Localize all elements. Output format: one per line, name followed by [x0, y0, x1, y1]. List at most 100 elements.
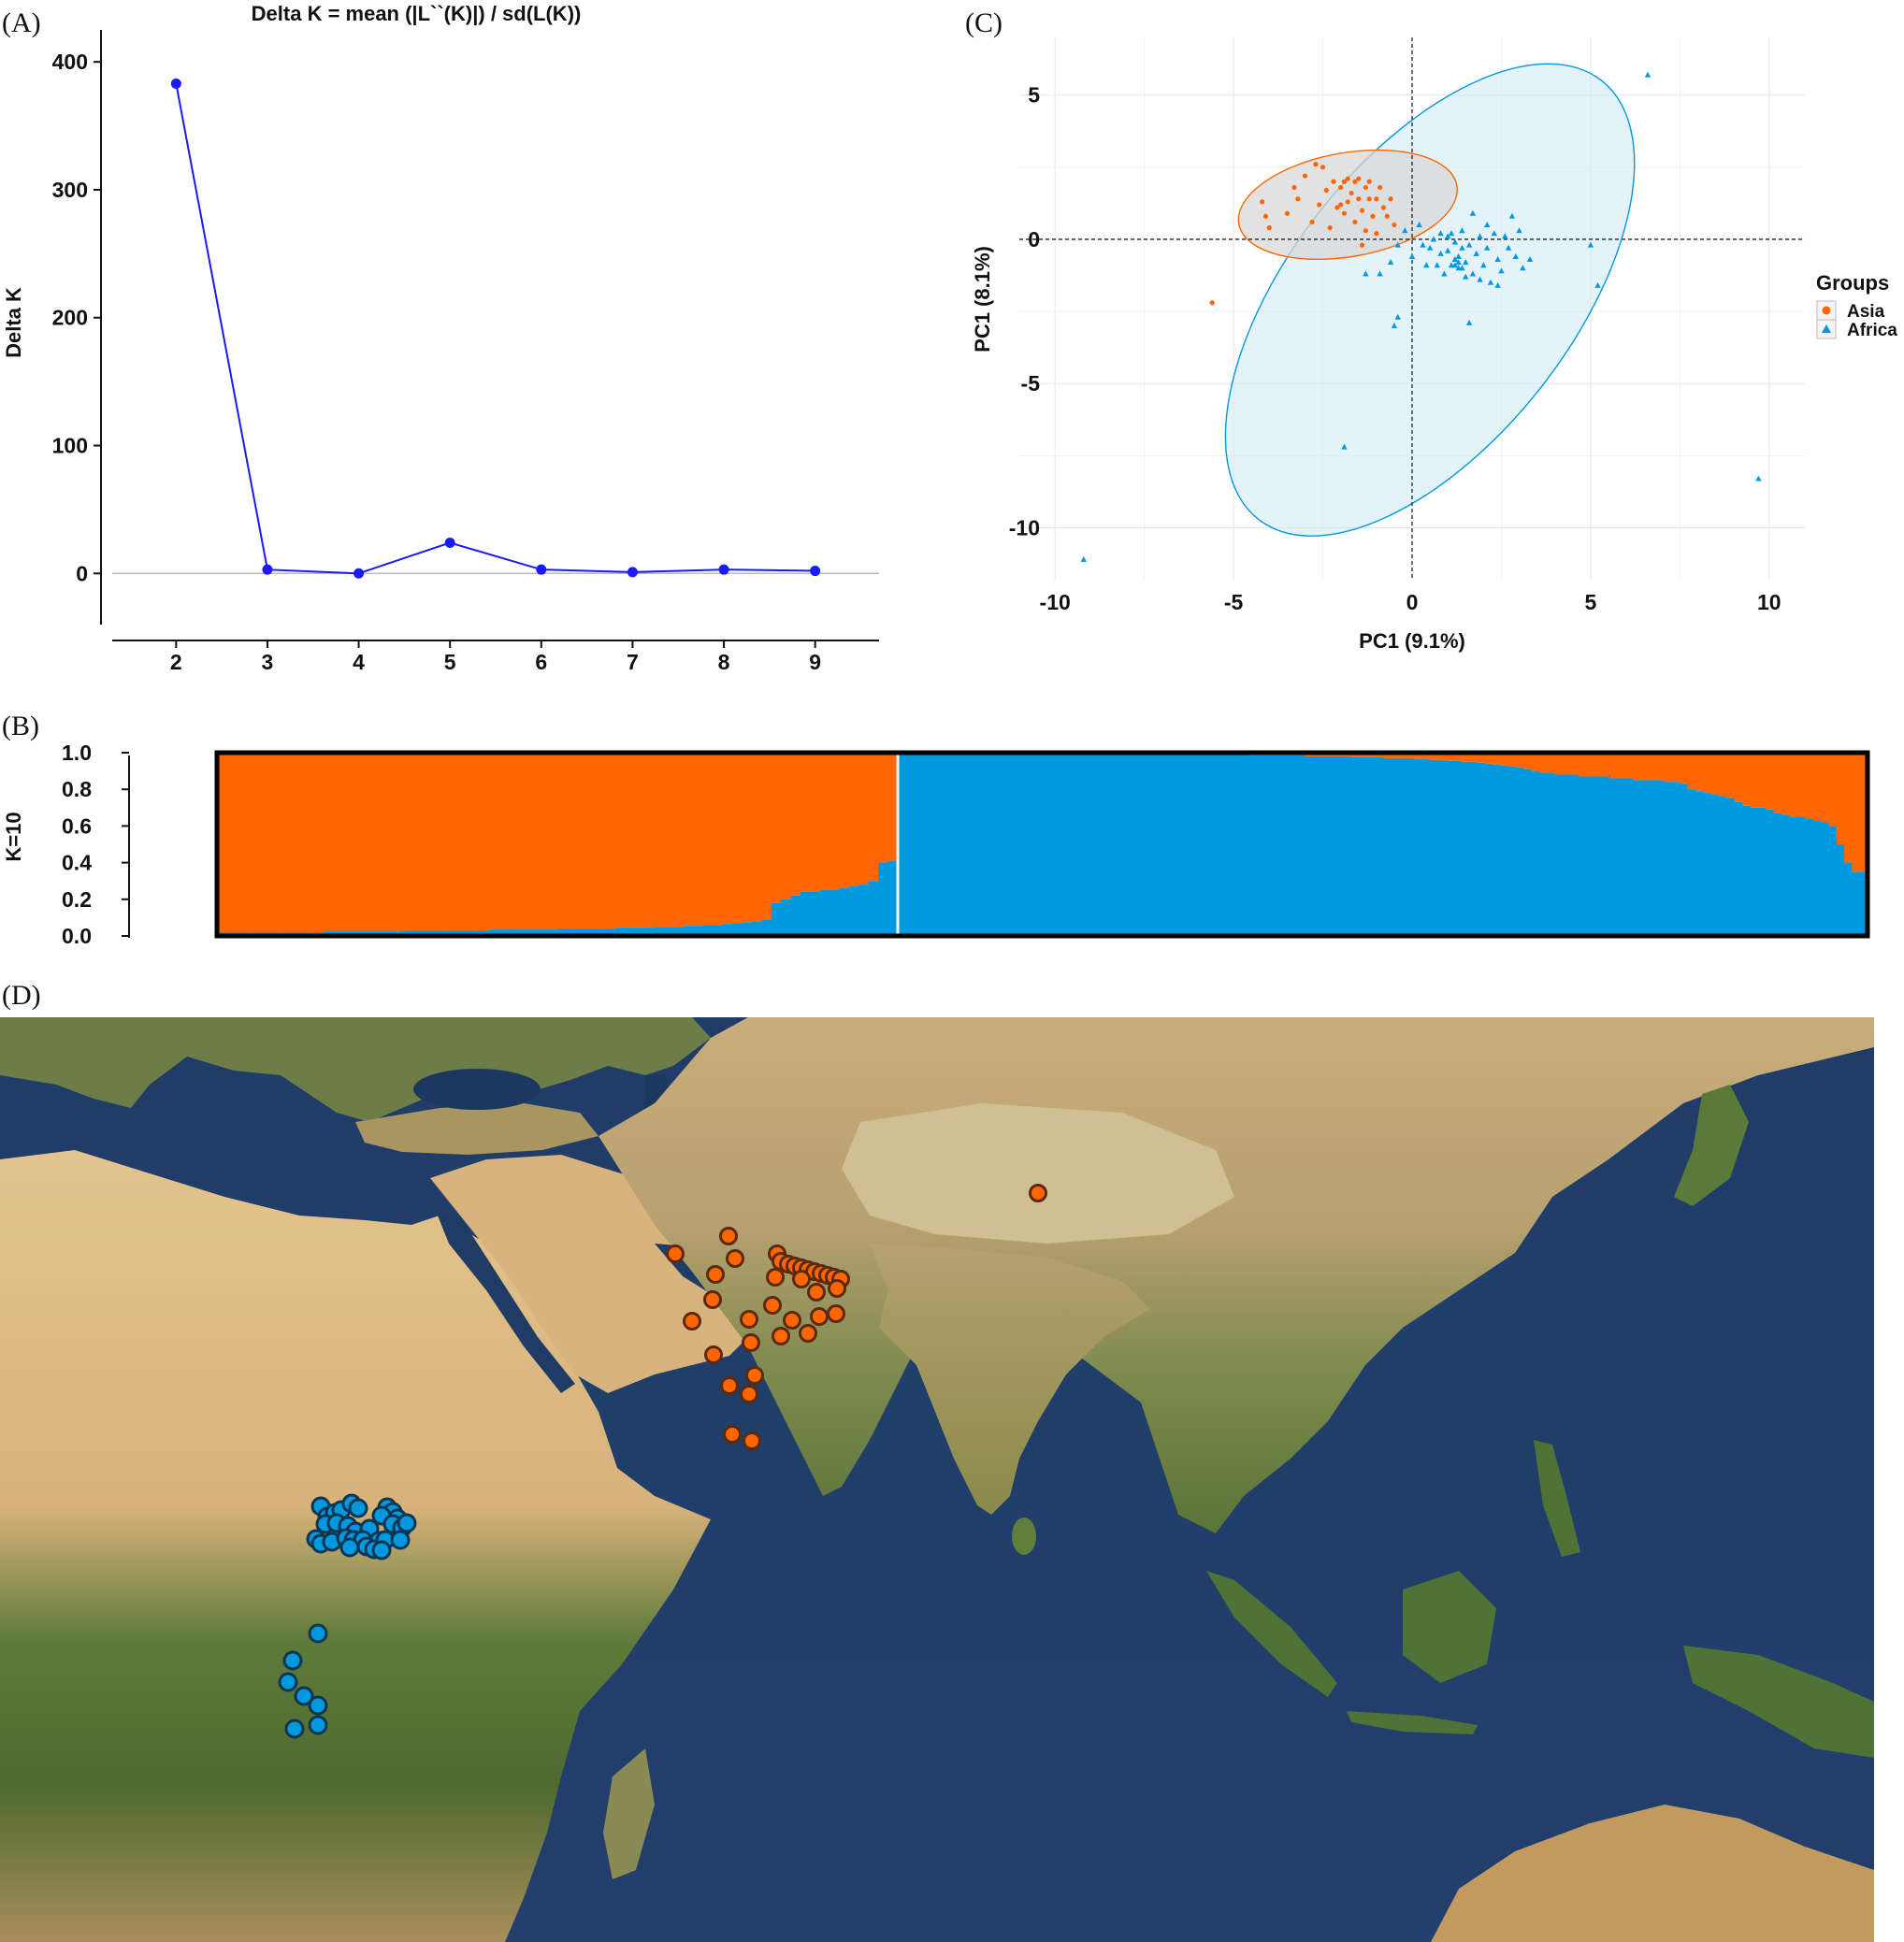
- structure-bar-orange: [411, 753, 422, 931]
- structure-bar-blue: [1421, 758, 1431, 936]
- pca-point-asia: [1295, 196, 1301, 202]
- structure-bar-blue: [898, 753, 906, 936]
- structure-bar-blue: [713, 925, 724, 936]
- structure-bar-orange: [1406, 753, 1415, 758]
- structure-bar-blue: [401, 930, 412, 936]
- delta-k-point: [627, 567, 638, 578]
- pca-ytick-label: -10: [1009, 515, 1040, 539]
- map-site-asia: [763, 1296, 782, 1315]
- structure-bar-blue: [1406, 757, 1415, 936]
- structure-bar-blue: [1351, 756, 1361, 936]
- structure-bar-orange: [460, 753, 470, 931]
- structure-bar-blue: [1413, 758, 1422, 936]
- pca-point-asia: [1341, 179, 1348, 184]
- map-site-africa: [308, 1715, 328, 1735]
- structure-bar-blue: [1343, 755, 1352, 936]
- structure-bar-orange: [236, 753, 247, 933]
- structure-bar-blue: [983, 754, 992, 936]
- structure-bar-orange: [547, 753, 558, 930]
- structure-bar-blue: [1570, 774, 1579, 936]
- delta-k-ytick-label: 300: [52, 178, 88, 202]
- pca-point-asia: [1356, 176, 1362, 181]
- structure-bar-orange: [1648, 753, 1657, 781]
- delta-k-chart: Delta K = mean (|L``(K)|) / sd(L(K)) Del…: [2, 2, 879, 674]
- structure-bar-blue: [469, 930, 481, 936]
- map-site-asia: [828, 1279, 846, 1298]
- structure-bar-orange: [1452, 753, 1462, 761]
- delta-k-point: [170, 78, 181, 89]
- structure-bar-orange: [1742, 753, 1752, 806]
- pca-point-africa: [1587, 241, 1594, 248]
- pca-point-asia: [1262, 213, 1269, 219]
- structure-bar-blue: [1203, 754, 1212, 936]
- map-site-africa: [294, 1686, 314, 1706]
- structure-bar-orange: [1766, 753, 1775, 810]
- pca-point-africa: [1423, 262, 1430, 268]
- structure-bar-orange: [266, 753, 276, 933]
- pca-point-africa: [1434, 262, 1440, 268]
- pca-point-africa: [1459, 265, 1465, 271]
- structure-bar-blue: [1241, 754, 1250, 936]
- structure-bar-blue: [1766, 809, 1775, 936]
- structure-bar-blue: [868, 881, 879, 936]
- structure-bar-blue: [1296, 755, 1305, 936]
- structure-bar-orange: [1796, 753, 1806, 817]
- structure-bar-blue: [635, 928, 646, 936]
- structure-bar-orange: [217, 753, 227, 933]
- pca-point-africa: [1441, 270, 1448, 277]
- structure-bar-orange: [1538, 753, 1548, 773]
- structure-bar-orange: [479, 753, 490, 931]
- structure-bar-blue: [858, 885, 870, 936]
- structure-bar-blue: [1069, 754, 1078, 936]
- map-site-asia: [723, 1425, 742, 1444]
- map-site-asia: [726, 1249, 744, 1268]
- structure-bar-blue: [1726, 798, 1736, 936]
- pca-point-africa: [1502, 233, 1508, 239]
- structure-bar-orange: [469, 753, 481, 931]
- structure-bar-blue: [1789, 816, 1798, 936]
- map-site-asia: [772, 1327, 790, 1345]
- delta-k-point: [810, 566, 821, 577]
- structure-bar-orange: [1515, 753, 1524, 768]
- structure-bar-blue: [1624, 778, 1634, 936]
- structure-bar-blue: [411, 930, 422, 936]
- pca-xlabel: PC1 (9.1%): [1359, 629, 1465, 653]
- structure-bar-blue: [586, 928, 598, 936]
- structure-bar-blue: [1507, 766, 1517, 936]
- delta-k-ytick-label: 100: [52, 434, 88, 458]
- structure-bar-orange: [625, 753, 636, 928]
- pca-xtick-label: -10: [1040, 590, 1071, 614]
- structure-bar-orange: [810, 753, 821, 892]
- pca-ytick-label: 0: [1028, 227, 1040, 252]
- structure-bar-orange: [1554, 753, 1564, 775]
- structure-bar-blue: [722, 924, 733, 936]
- structure-bar-orange: [761, 753, 772, 920]
- pca-point-africa: [1494, 256, 1501, 263]
- delta-k-point: [718, 564, 729, 575]
- structure-bar-blue: [742, 922, 753, 936]
- pca-point-asia: [1260, 199, 1265, 205]
- pca-point-africa: [1469, 209, 1477, 216]
- map-site-asia: [742, 1333, 760, 1352]
- pca-ylabel: PC1 (8.1%): [971, 246, 994, 352]
- structure-bar-blue: [498, 929, 510, 936]
- structure-bar-blue: [450, 930, 461, 936]
- structure-bar-blue: [1484, 763, 1493, 936]
- structure-bar-blue: [1515, 767, 1524, 936]
- structure-bar-orange: [1633, 753, 1642, 781]
- structure-ytick-label: 0.6: [62, 813, 92, 838]
- pca-point-asia: [1345, 176, 1350, 181]
- structure-bar-blue: [1531, 770, 1540, 936]
- map-australia: [1431, 1805, 1874, 1942]
- structure-bar-blue: [576, 928, 587, 936]
- structure-bar-orange: [1468, 753, 1478, 762]
- pca-point-africa: [1483, 222, 1491, 228]
- structure-bar-orange: [1499, 753, 1508, 766]
- structure-bar-blue: [1445, 760, 1454, 936]
- pca-xtick-label: 10: [1757, 590, 1781, 614]
- pca-point-asia: [1370, 213, 1376, 219]
- map-site-asia: [740, 1310, 758, 1329]
- structure-bar-blue: [615, 928, 627, 936]
- structure-bar-blue: [921, 754, 930, 936]
